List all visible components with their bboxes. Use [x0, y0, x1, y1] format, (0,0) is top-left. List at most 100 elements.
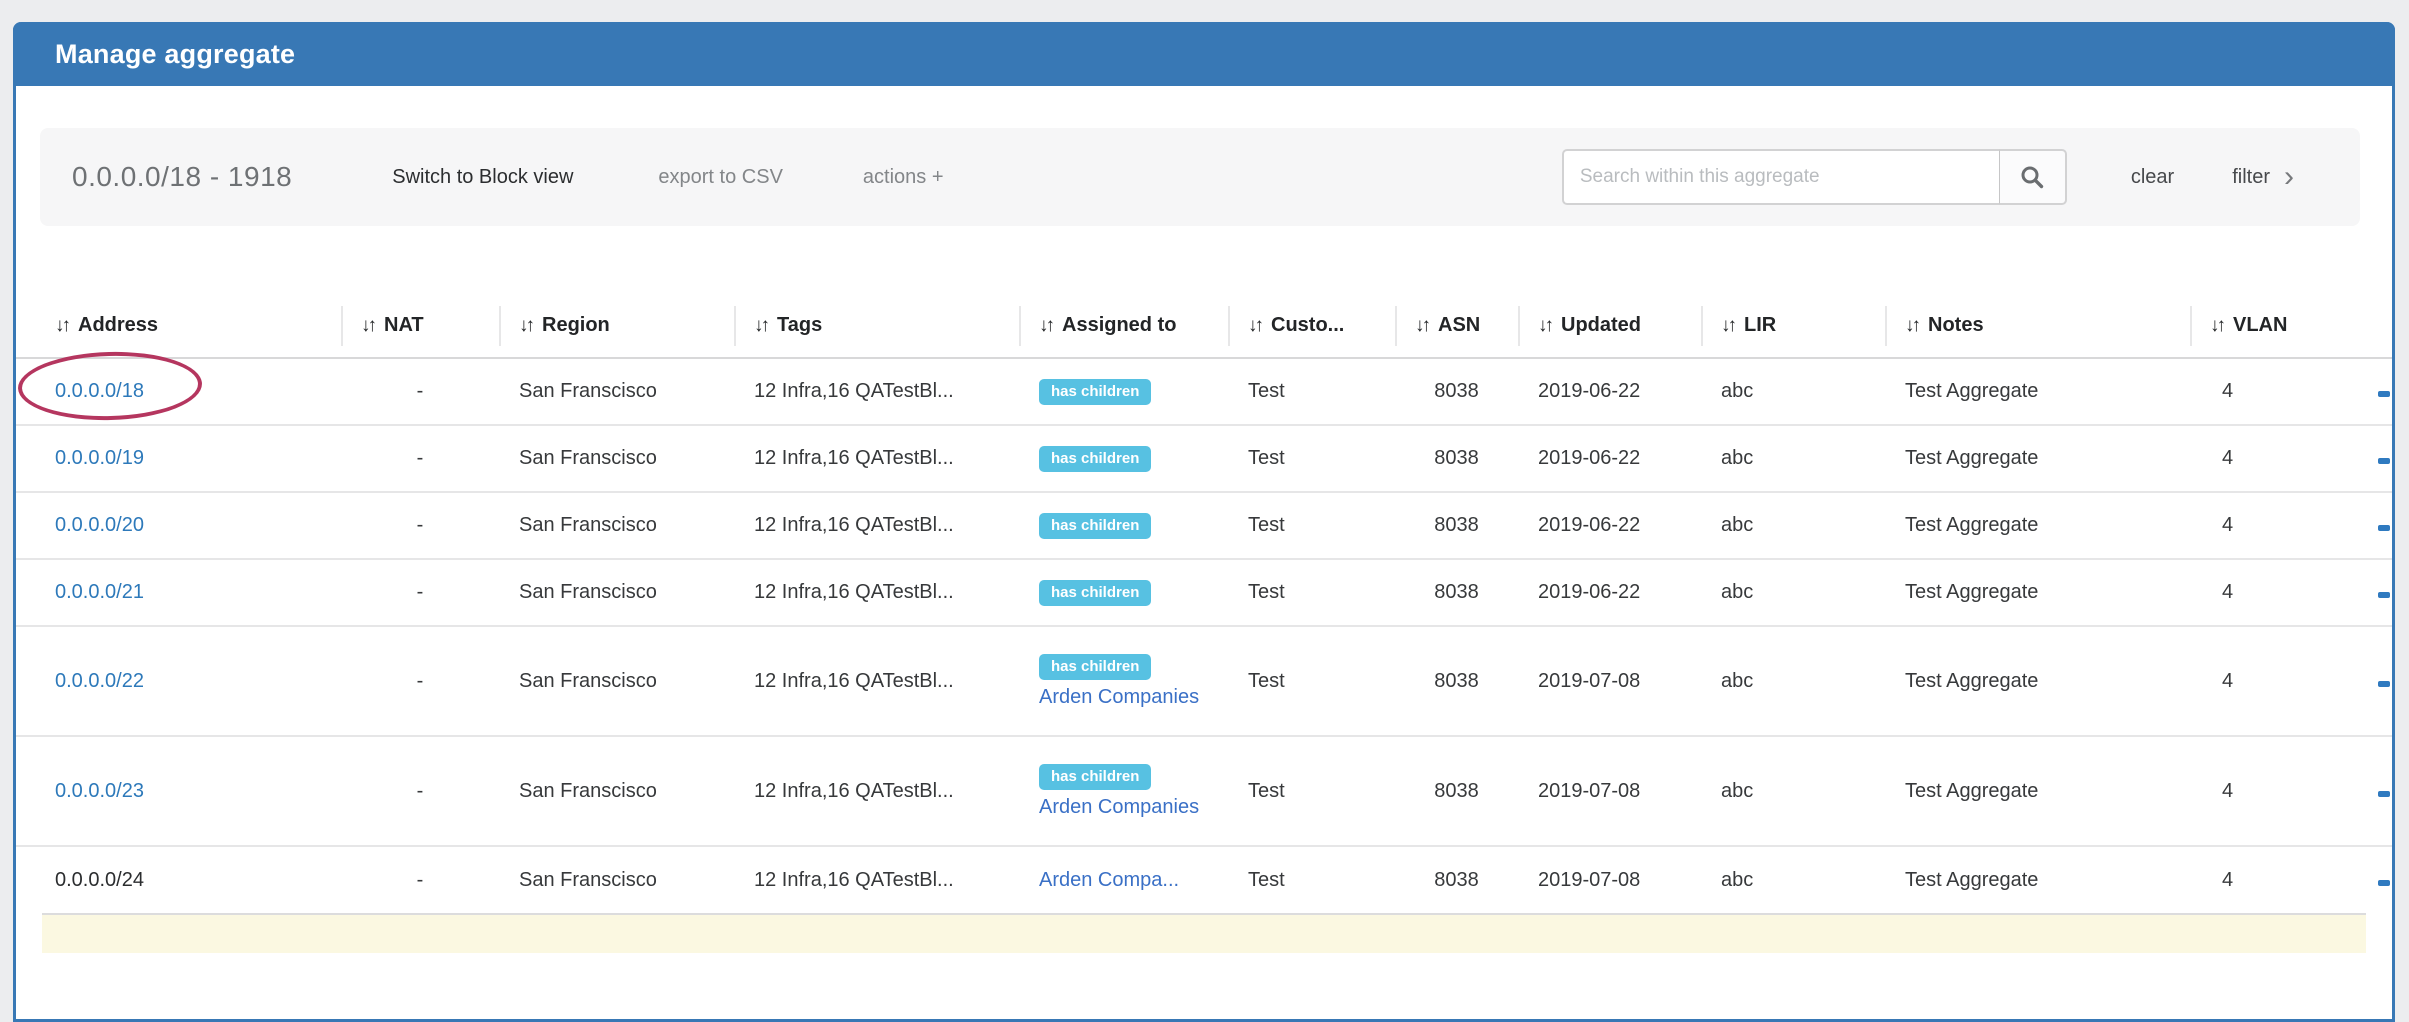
truncated-link-sliver[interactable]	[2378, 458, 2390, 464]
export-to-csv-button[interactable]: export to CSV	[658, 165, 783, 188]
assigned-cell: Arden Compa...	[1019, 845, 1228, 913]
notes-cell: Test Aggregate	[1885, 735, 2190, 846]
vlan-cell: 4	[2190, 558, 2340, 626]
table-header-row: ↓↑ Address ↓↑ NAT ↓↑ Region ↓↑ Tags ↓↑ Assign…	[16, 294, 2392, 359]
table-row: 0.0.0.0/24 - San Franscisco 12 Infra,16 …	[16, 845, 2392, 913]
column-header-assigned-to[interactable]: ↓↑ Assigned to	[1019, 294, 1228, 359]
address-link[interactable]: 0.0.0.0/19	[55, 447, 144, 469]
actions-menu-button[interactable]: actions +	[862, 165, 944, 188]
asn-cell: 8038	[1395, 735, 1518, 846]
assigned-company-link[interactable]: Arden Companies	[1039, 685, 1200, 708]
highlighted-row-partial	[42, 913, 2366, 953]
sort-icon: ↓↑	[55, 315, 71, 336]
region-cell: San Franscisco	[499, 845, 734, 913]
column-header-region[interactable]: ↓↑ Region	[499, 294, 734, 359]
tags-cell: 12 Infra,16 QATestBl...	[734, 424, 1019, 492]
tags-cell: 12 Infra,16 QATestBl...	[734, 735, 1019, 846]
lir-cell: abc	[1701, 558, 1885, 626]
filter-button[interactable]: filter ›	[2232, 160, 2294, 193]
asn-cell: 8038	[1395, 845, 1518, 913]
nat-cell: -	[341, 845, 499, 913]
nat-cell: -	[341, 558, 499, 626]
notes-cell: Test Aggregate	[1885, 424, 2190, 492]
customer-cell: Test	[1228, 558, 1395, 626]
search-input[interactable]	[1561, 149, 2000, 205]
customer-cell: Test	[1228, 845, 1395, 913]
updated-cell: 2019-07-08	[1518, 625, 1701, 736]
address-link[interactable]: 0.0.0.0/22	[55, 669, 144, 692]
assigned-cell: has children	[1019, 358, 1228, 425]
column-header-vlan[interactable]: ↓↑ VLAN	[2190, 294, 2340, 359]
column-header-address[interactable]: ↓↑ Address	[16, 294, 341, 359]
notes-cell: Test Aggregate	[1885, 845, 2190, 913]
address-link[interactable]: 0.0.0.0/20	[55, 514, 144, 536]
column-header-customer[interactable]: ↓↑ Custo...	[1228, 294, 1395, 359]
updated-cell: 2019-07-08	[1518, 735, 1701, 846]
asn-cell: 8038	[1434, 380, 1479, 402]
column-header-tags[interactable]: ↓↑ Tags	[734, 294, 1019, 359]
sort-icon: ↓↑	[1538, 315, 1554, 336]
table-row: 0.0.0.0/19 - San Franscisco 12 Infra,16 …	[16, 424, 2392, 492]
notes-cell: Test Aggregate	[1885, 558, 2190, 626]
page-title: Manage aggregate	[55, 38, 296, 69]
address-link[interactable]: 0.0.0.0/23	[55, 779, 144, 802]
chevron-right-icon: ›	[2284, 160, 2294, 193]
notes-cell: Test Aggregate	[1905, 380, 2039, 402]
truncated-link-sliver[interactable]	[2378, 391, 2390, 397]
has-children-badge: has children	[1039, 445, 1152, 472]
search-group	[1561, 149, 2067, 205]
lir-cell: abc	[1701, 424, 1885, 492]
table-row: 0.0.0.0/23 - San Franscisco 12 Infra,16 …	[16, 735, 2392, 846]
address-text: 0.0.0.0/24	[55, 868, 144, 891]
updated-cell: 2019-07-08	[1518, 845, 1701, 913]
address-link[interactable]: 0.0.0.0/18	[55, 380, 144, 402]
notes-cell: Test Aggregate	[1885, 625, 2190, 736]
column-header-lir[interactable]: ↓↑ LIR	[1701, 294, 1885, 359]
truncated-link-sliver[interactable]	[2378, 879, 2390, 886]
switch-to-block-view-button[interactable]: Switch to Block view	[392, 165, 574, 188]
sort-icon: ↓↑	[1721, 315, 1737, 336]
truncated-link-sliver[interactable]	[2378, 680, 2390, 687]
aggregate-label: 0.0.0.0/18 - 1918	[72, 161, 293, 192]
nat-cell: -	[341, 735, 499, 846]
truncated-link-sliver[interactable]	[2378, 525, 2390, 531]
region-cell: San Franscisco	[499, 424, 734, 492]
assigned-cell: has children	[1019, 424, 1228, 492]
assigned-company-link[interactable]: Arden Compa...	[1039, 868, 1180, 891]
has-children-badge: has children	[1039, 579, 1152, 606]
asn-cell: 8038	[1395, 424, 1518, 492]
asn-cell: 8038	[1395, 491, 1518, 559]
vlan-cell: 4	[2190, 625, 2340, 736]
column-header-updated[interactable]: ↓↑ Updated	[1518, 294, 1701, 359]
tags-cell: 12 Infra,16 QATestBl...	[734, 558, 1019, 626]
assigned-cell: has children Arden Companies	[1019, 625, 1228, 736]
clear-button[interactable]: clear	[2130, 165, 2175, 188]
region-cell: San Franscisco	[499, 735, 734, 846]
table-row: 0.0.0.0/21 - San Franscisco 12 Infra,16 …	[16, 558, 2392, 626]
aggregate-table-wrap: ↓↑ Address ↓↑ NAT ↓↑ Region ↓↑ Tags ↓↑ Assign…	[16, 294, 2392, 953]
truncated-link-sliver[interactable]	[2378, 592, 2390, 598]
assigned-company-link[interactable]: Arden Companies	[1039, 795, 1200, 818]
customer-cell: Test	[1248, 380, 1285, 402]
address-link[interactable]: 0.0.0.0/21	[55, 581, 144, 603]
column-header-asn[interactable]: ↓↑ ASN	[1395, 294, 1518, 359]
lir-cell: abc	[1721, 380, 1754, 402]
column-header-nat[interactable]: ↓↑ NAT	[341, 294, 499, 359]
sort-icon: ↓↑	[519, 315, 535, 336]
sort-icon: ↓↑	[1415, 315, 1431, 336]
table-row: 0.0.0.0/20 - San Franscisco 12 Infra,16 …	[16, 491, 2392, 559]
lir-cell: abc	[1701, 625, 1885, 736]
truncated-link-sliver[interactable]	[2378, 790, 2390, 797]
column-header-notes[interactable]: ↓↑ Notes	[1885, 294, 2190, 359]
nat-cell: -	[341, 424, 499, 492]
lir-cell: abc	[1701, 491, 1885, 559]
asn-cell: 8038	[1395, 558, 1518, 626]
assigned-cell: has children	[1019, 491, 1228, 559]
filter-label: filter	[2232, 165, 2270, 188]
region-cell: San Franscisco	[499, 558, 734, 626]
customer-cell: Test	[1228, 625, 1395, 736]
search-button[interactable]	[1999, 149, 2067, 205]
nat-cell: -	[416, 380, 424, 402]
lir-cell: abc	[1701, 845, 1885, 913]
sort-icon: ↓↑	[754, 315, 770, 336]
